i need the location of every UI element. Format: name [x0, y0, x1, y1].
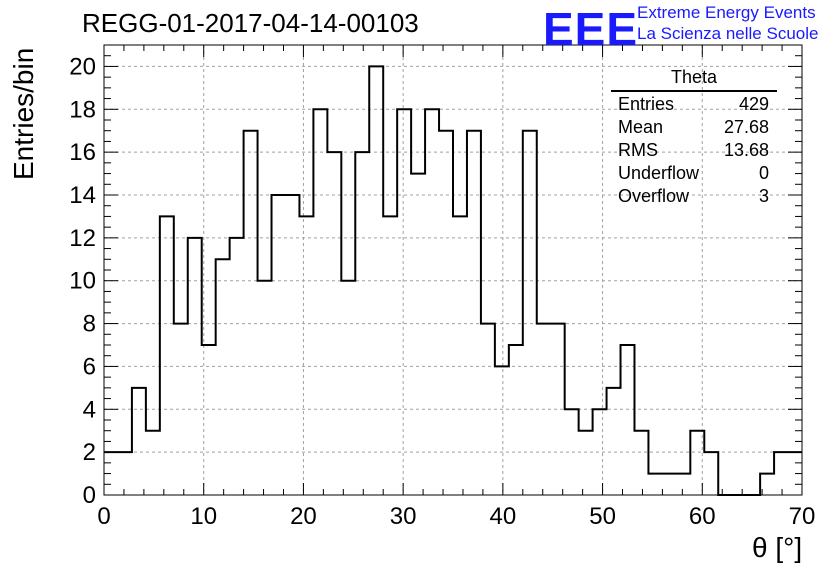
stats-value: 3 [759, 186, 769, 206]
plot-frame-rect [103, 44, 803, 496]
x-tick-label: 30 [390, 503, 417, 530]
x-axis-label: θ [°] [752, 532, 803, 563]
stats-box: Theta Entries 429 Mean 27.68 RMS 13.68 Underflo… [611, 67, 777, 206]
logo-line-2: La Scienza nelle Scuole [637, 24, 819, 43]
stats-label: Entries [618, 94, 674, 114]
x-tick-label: 10 [190, 503, 217, 530]
x-tick-label: 20 [290, 503, 317, 530]
y-tick-label: 14 [69, 182, 96, 209]
y-tick-label: 12 [69, 225, 96, 252]
stats-label: Overflow [618, 186, 690, 206]
logo-line-1: Extreme Energy Events [637, 3, 816, 22]
plot-frame [103, 44, 803, 496]
stats-value: 429 [739, 94, 769, 114]
y-tick-label: 8 [83, 311, 96, 338]
histogram-step-line [104, 65, 802, 496]
y-tick-label: 20 [69, 53, 96, 80]
x-tick-label: 0 [97, 503, 110, 530]
y-tick-label: 18 [69, 96, 96, 123]
y-tick-label: 16 [69, 139, 96, 166]
stats-label: Mean [618, 117, 663, 137]
y-tick-label: 0 [83, 482, 96, 509]
chart-title: REGG-01-2017-04-14-00103 [82, 8, 419, 38]
y-tick-label: 2 [83, 439, 96, 466]
x-tick-label: 40 [490, 503, 517, 530]
eee-logo: EEE [543, 3, 639, 55]
grid-lines [104, 45, 802, 495]
stats-label: RMS [618, 140, 658, 160]
y-tick-label: 4 [83, 396, 96, 423]
stats-value: 0 [759, 163, 769, 183]
y-axis-label: Entries/bin [8, 47, 39, 180]
stats-label: Underflow [618, 163, 700, 183]
x-tick-label: 70 [789, 503, 816, 530]
histogram-series [104, 65, 802, 496]
stats-title: Theta [671, 67, 718, 87]
x-tick-label: 50 [589, 503, 616, 530]
stats-value: 27.68 [724, 117, 769, 137]
y-tick-label: 6 [83, 353, 96, 380]
x-tick-label: 60 [689, 503, 716, 530]
y-tick-label: 10 [69, 268, 96, 295]
stats-value: 13.68 [724, 140, 769, 160]
